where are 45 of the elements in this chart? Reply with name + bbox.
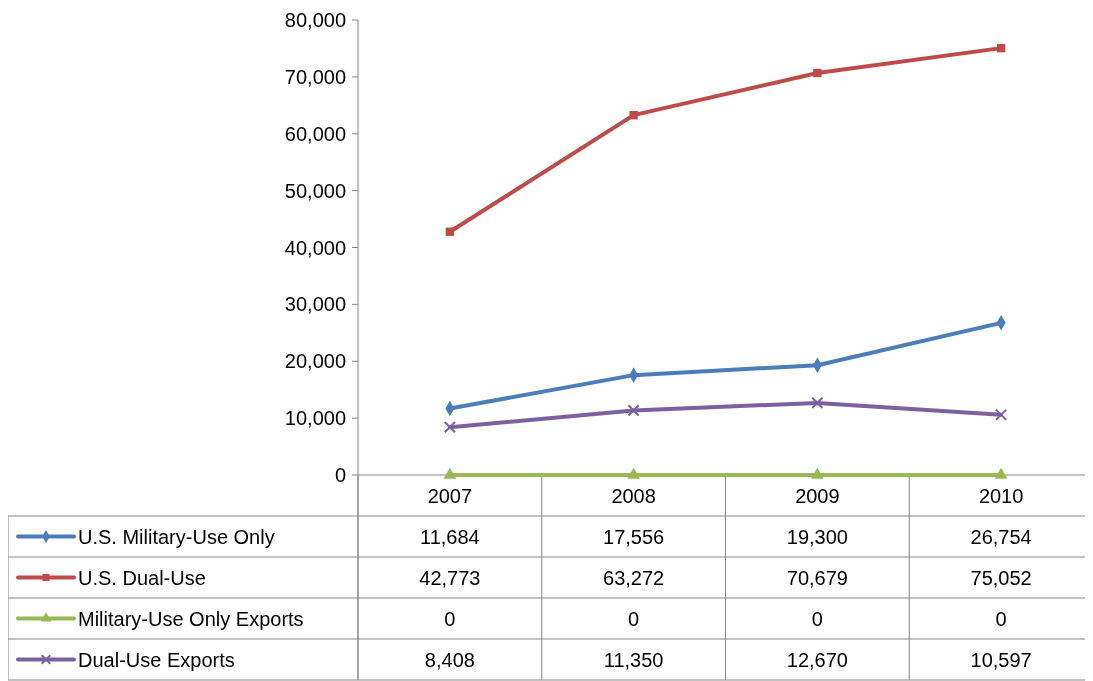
- legend-label: U.S. Dual-Use: [78, 566, 206, 589]
- data-label: 10,597: [970, 648, 1032, 671]
- x-tick-label: 2008: [611, 484, 656, 507]
- data-label: 12,670: [786, 648, 848, 671]
- point: [813, 68, 822, 78]
- y-tick-label: 50,000: [284, 179, 346, 202]
- data-label: 26,754: [970, 525, 1032, 548]
- y-tick-label: 80,000: [284, 9, 346, 31]
- y-tick-label: 40,000: [284, 236, 346, 259]
- data-label: 0: [995, 607, 1007, 630]
- point: [996, 43, 1006, 53]
- data-label: 0: [628, 607, 640, 630]
- legend-label: Military-Use Only Exports: [78, 607, 304, 630]
- data-label: 19,300: [786, 525, 848, 548]
- data-label: 11,350: [603, 648, 664, 671]
- legend-label: Dual-Use Exports: [78, 648, 235, 671]
- y-tick-label: 60,000: [284, 122, 346, 145]
- legend-label: U.S. Military-Use Only: [78, 525, 275, 548]
- point: [994, 467, 1008, 479]
- y-tick-label: 10,000: [284, 407, 346, 430]
- x-tick-label: 2007: [427, 484, 473, 507]
- point: [629, 110, 638, 120]
- data-label: 8,408: [424, 648, 475, 671]
- data-label: 0: [444, 607, 456, 630]
- data-label: 0: [811, 607, 823, 630]
- y-tick-label: 0: [334, 464, 346, 486]
- data-label: 42,773: [419, 566, 481, 589]
- data-label: 11,684: [420, 525, 480, 548]
- point: [443, 421, 456, 434]
- point: [627, 404, 640, 417]
- point: [811, 467, 824, 479]
- point: [811, 396, 824, 410]
- point: [443, 467, 457, 479]
- x-tick-label: 2010: [978, 484, 1024, 507]
- data-label: 70,679: [786, 566, 848, 589]
- y-tick-label: 30,000: [284, 293, 346, 316]
- point: [995, 408, 1008, 421]
- data-label: 75,052: [970, 566, 1032, 589]
- y-tick-label: 20,000: [284, 350, 346, 373]
- x-tick-label: 2009: [795, 484, 840, 507]
- data-label: 63,272: [603, 566, 665, 589]
- data-label: 17,556: [603, 525, 665, 548]
- y-tick-label: 70,000: [284, 65, 346, 88]
- point: [445, 227, 455, 236]
- point: [627, 467, 640, 479]
